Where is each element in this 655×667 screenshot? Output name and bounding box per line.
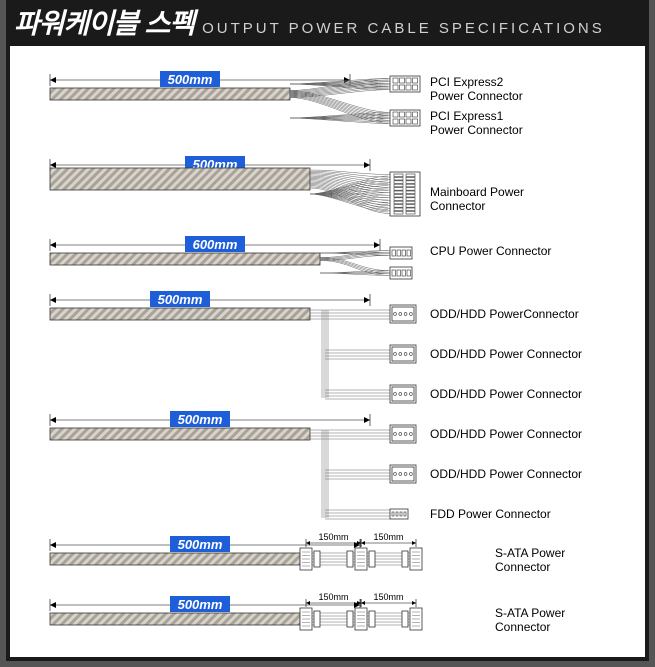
svg-text:500mm: 500mm <box>168 72 213 87</box>
title-english: OUTPUT POWER CABLE SPECIFICATIONS <box>202 20 605 37</box>
svg-text:150mm: 150mm <box>373 532 403 542</box>
svg-text:CPU Power Connector: CPU Power Connector <box>430 244 551 258</box>
svg-text:PCI Express1: PCI Express1 <box>430 109 504 123</box>
svg-text:600mm: 600mm <box>193 237 238 252</box>
svg-text:500mm: 500mm <box>178 537 223 552</box>
header: 파워케이블 스펙 OUTPUT POWER CABLE SPECIFICATIO… <box>6 0 649 46</box>
svg-text:Connector: Connector <box>495 560 550 574</box>
cable-odd2: 500mm ODD/HDD Power Connector ODD/HDD Powe… <box>50 411 582 521</box>
cable-odd1: 500mm ODD/HDD PowerConnector ODD/HDD Power… <box>50 291 582 403</box>
svg-text:FDD Power Connector: FDD Power Connector <box>430 507 551 521</box>
svg-text:150mm: 150mm <box>373 592 403 602</box>
cable-diagram: 500mmPCI Express2Power ConnectorPCI Expr… <box>10 46 645 657</box>
svg-text:Connector: Connector <box>495 620 550 634</box>
cable-cpu: 600mm CPU Power Connector <box>50 236 551 279</box>
svg-text:500mm: 500mm <box>158 292 203 307</box>
svg-text:500mm: 500mm <box>178 597 223 612</box>
cable-main: 500mmMainboard PowerConnector <box>50 156 524 216</box>
title-korean: 파워케이블 스펙 <box>14 2 194 42</box>
svg-text:Power Connector: Power Connector <box>430 123 523 137</box>
svg-text:ODD/HDD Power Connector: ODD/HDD Power Connector <box>430 467 582 481</box>
svg-text:ODD/HDD PowerConnector: ODD/HDD PowerConnector <box>430 307 579 321</box>
svg-text:ODD/HDD Power Connector: ODD/HDD Power Connector <box>430 347 582 361</box>
svg-text:PCI Express2: PCI Express2 <box>430 75 504 89</box>
svg-text:S-ATA Power: S-ATA Power <box>495 546 565 560</box>
svg-text:S-ATA Power: S-ATA Power <box>495 606 565 620</box>
svg-text:Connector: Connector <box>430 199 485 213</box>
cable-sata1: 500mm 150mm 150mm S-ATA PowerConnector <box>50 532 565 574</box>
svg-text:150mm: 150mm <box>318 532 348 542</box>
spec-frame: 파워케이블 스펙 OUTPUT POWER CABLE SPECIFICATIO… <box>0 0 655 667</box>
cable-sata2: 500mm 150mm 150mm S-ATA PowerConnector <box>50 592 565 634</box>
svg-text:ODD/HDD Power Connector: ODD/HDD Power Connector <box>430 387 582 401</box>
svg-text:Power Connector: Power Connector <box>430 89 523 103</box>
svg-text:150mm: 150mm <box>318 592 348 602</box>
svg-text:500mm: 500mm <box>178 412 223 427</box>
cable-pcie: 500mmPCI Express2Power ConnectorPCI Expr… <box>50 71 523 137</box>
svg-text:ODD/HDD Power Connector: ODD/HDD Power Connector <box>430 427 582 441</box>
svg-text:Mainboard Power: Mainboard Power <box>430 185 524 199</box>
